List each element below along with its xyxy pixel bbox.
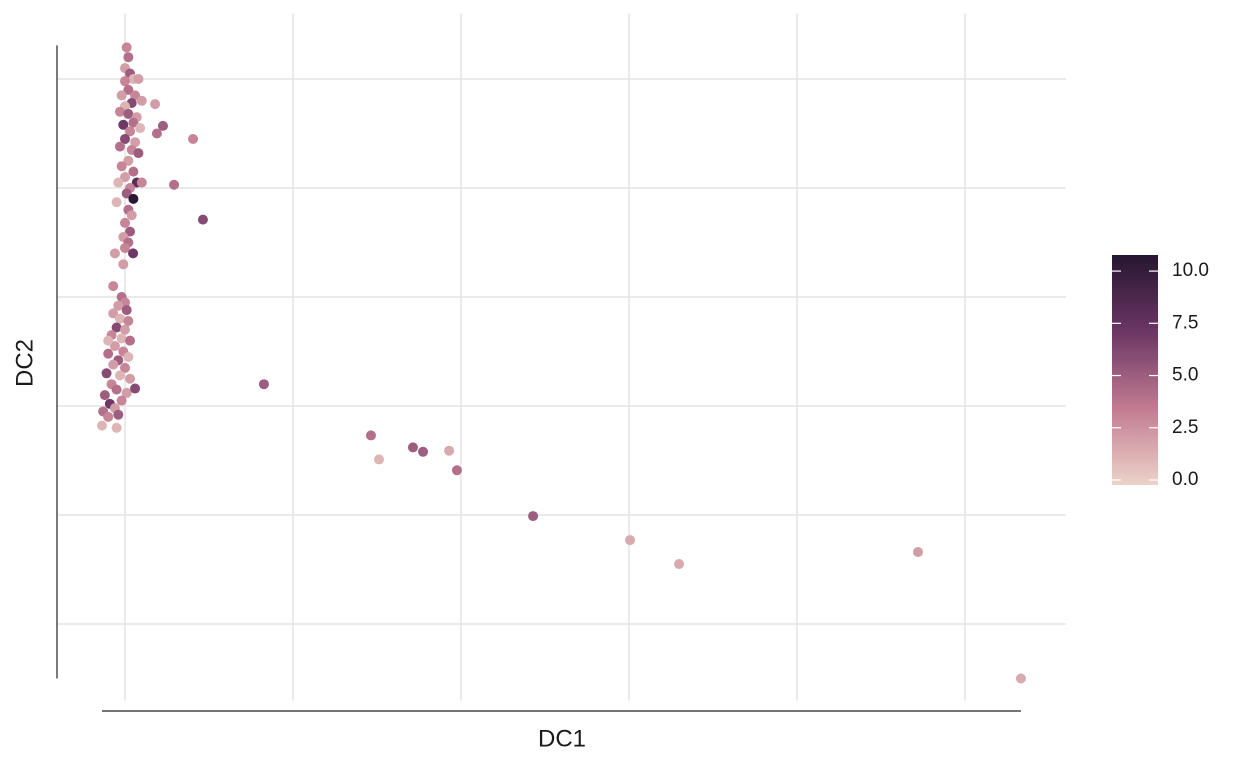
point bbox=[120, 362, 130, 373]
point bbox=[120, 133, 130, 144]
colorbar-tick-label: 5.0 bbox=[1172, 365, 1198, 386]
colorbar-tick-label: 10.0 bbox=[1172, 260, 1209, 281]
point bbox=[103, 335, 114, 346]
point bbox=[125, 335, 136, 346]
point bbox=[118, 259, 129, 270]
point bbox=[101, 368, 112, 379]
point bbox=[150, 99, 161, 110]
point bbox=[114, 106, 125, 117]
point bbox=[111, 197, 122, 208]
point bbox=[157, 120, 168, 131]
point bbox=[407, 442, 418, 453]
point bbox=[108, 359, 119, 370]
point bbox=[125, 126, 136, 137]
point bbox=[123, 108, 134, 119]
point bbox=[103, 348, 114, 359]
point bbox=[109, 341, 120, 352]
point bbox=[128, 117, 139, 128]
x-axis-title: DC1 bbox=[538, 725, 586, 752]
point bbox=[116, 161, 127, 172]
point bbox=[128, 193, 139, 204]
point bbox=[136, 177, 147, 188]
point bbox=[130, 90, 141, 101]
point bbox=[120, 172, 130, 183]
point bbox=[103, 411, 114, 422]
point bbox=[365, 430, 376, 441]
point bbox=[120, 324, 130, 335]
point bbox=[625, 535, 636, 546]
point bbox=[374, 454, 385, 465]
point bbox=[123, 155, 134, 166]
point bbox=[133, 148, 144, 159]
point bbox=[674, 559, 685, 570]
point bbox=[133, 74, 144, 84]
point bbox=[123, 84, 134, 95]
point bbox=[113, 300, 124, 311]
point bbox=[121, 42, 132, 53]
point bbox=[1015, 673, 1026, 684]
point bbox=[528, 511, 539, 522]
point bbox=[130, 383, 141, 394]
y-axis-title: DC2 bbox=[11, 339, 38, 387]
colorbar-tick-label: 7.5 bbox=[1172, 312, 1198, 333]
point bbox=[113, 409, 124, 420]
point bbox=[111, 322, 122, 333]
point bbox=[114, 141, 125, 152]
point bbox=[109, 248, 120, 259]
colorbar bbox=[1112, 255, 1158, 485]
point bbox=[99, 390, 110, 401]
point bbox=[116, 395, 127, 406]
point bbox=[96, 420, 107, 431]
point bbox=[125, 373, 136, 384]
point bbox=[128, 248, 139, 259]
point bbox=[151, 128, 162, 139]
point bbox=[108, 281, 119, 292]
point bbox=[258, 379, 269, 390]
point bbox=[912, 547, 923, 558]
point bbox=[136, 95, 147, 106]
point bbox=[114, 370, 125, 381]
point bbox=[123, 315, 134, 326]
point bbox=[121, 387, 132, 398]
point bbox=[451, 465, 462, 476]
point bbox=[118, 119, 129, 130]
point bbox=[116, 90, 127, 101]
point bbox=[120, 217, 130, 228]
point bbox=[111, 384, 122, 395]
point bbox=[113, 177, 124, 188]
point bbox=[444, 445, 455, 456]
point bbox=[126, 210, 137, 221]
point bbox=[130, 137, 141, 148]
point bbox=[125, 226, 136, 237]
point bbox=[197, 214, 208, 225]
point bbox=[121, 188, 132, 199]
point bbox=[108, 308, 119, 319]
point bbox=[120, 76, 130, 87]
point bbox=[188, 133, 199, 144]
point bbox=[123, 351, 134, 362]
point bbox=[135, 123, 146, 134]
point bbox=[120, 242, 130, 253]
point bbox=[123, 52, 134, 63]
point bbox=[114, 313, 125, 324]
point bbox=[128, 166, 139, 177]
point bbox=[111, 422, 122, 433]
point bbox=[169, 179, 180, 190]
point bbox=[121, 305, 132, 316]
colorbar-tick-label: 0.0 bbox=[1172, 469, 1198, 490]
point bbox=[116, 333, 127, 344]
colorbar-tick-label: 2.5 bbox=[1172, 417, 1198, 438]
point bbox=[418, 446, 429, 457]
